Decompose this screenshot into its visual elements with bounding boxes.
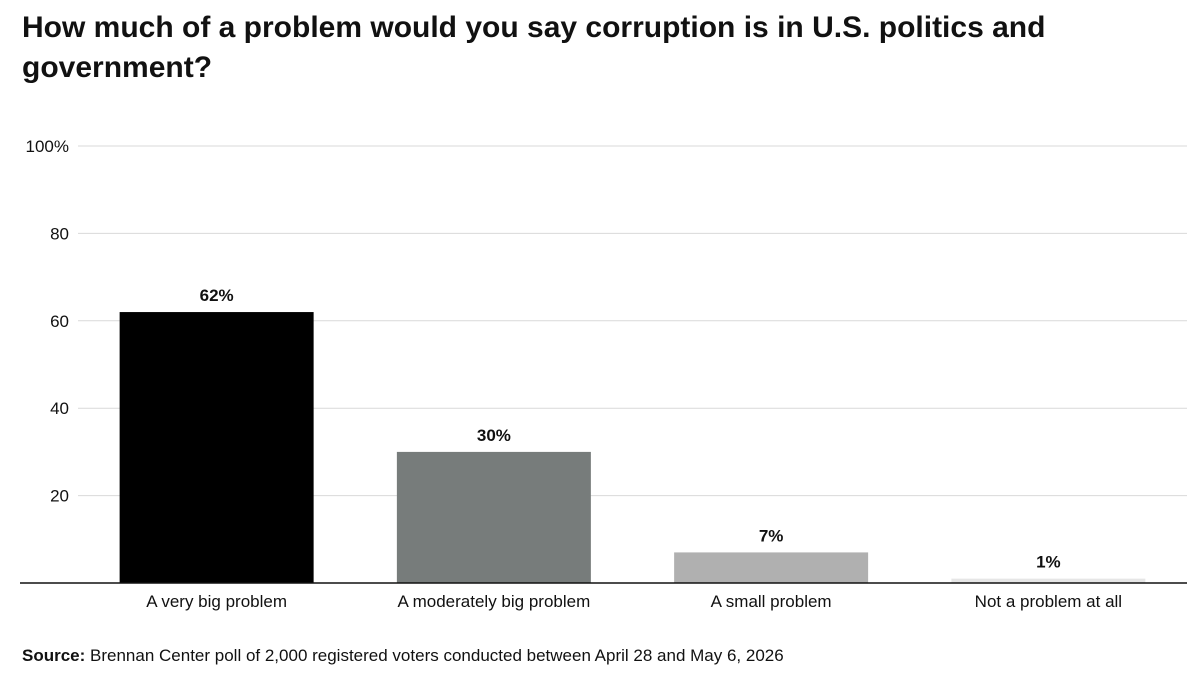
source-label: Source:	[22, 646, 86, 665]
y-tick-label: 80	[50, 224, 69, 243]
x-axis-categories: A very big problem A moderately big probl…	[146, 592, 1122, 611]
category-label: A very big problem	[146, 592, 287, 611]
category-label: Not a problem at all	[975, 592, 1122, 611]
bar-3	[674, 552, 869, 583]
bar-4	[951, 578, 1146, 583]
data-label: 62%	[200, 286, 234, 305]
bar-2	[396, 451, 591, 583]
bar-chart: 20 40 60 80 100% 62% 30% 7% 1% A very big probl…	[20, 137, 1187, 611]
source-note: Source: Brennan Center poll of 2,000 reg…	[22, 646, 784, 666]
chart-title: How much of a problem would you say corr…	[22, 11, 1046, 84]
bar-1	[119, 312, 314, 583]
category-label: A moderately big problem	[397, 592, 590, 611]
y-tick-label: 100%	[26, 137, 69, 156]
y-tick-label: 20	[50, 487, 69, 506]
bars	[119, 312, 1146, 583]
data-label: 30%	[477, 426, 511, 445]
data-labels: 62% 30% 7% 1%	[200, 286, 1061, 572]
y-axis-ticks: 20 40 60 80 100%	[26, 137, 69, 506]
y-tick-label: 60	[50, 312, 69, 331]
data-label: 1%	[1036, 553, 1061, 572]
category-label: A small problem	[711, 592, 832, 611]
source-text: Brennan Center poll of 2,000 registered …	[85, 646, 784, 665]
y-tick-label: 40	[50, 399, 69, 418]
data-label: 7%	[759, 526, 784, 545]
